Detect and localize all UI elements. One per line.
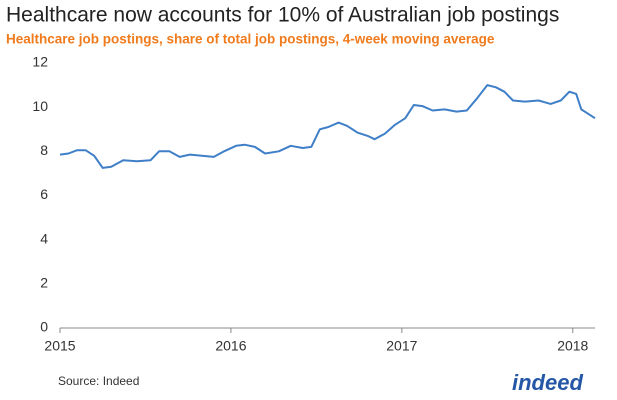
x-tick-label: 2017 bbox=[386, 338, 417, 354]
x-tick-label: 2015 bbox=[44, 338, 75, 354]
y-tick-label: 2 bbox=[40, 275, 48, 291]
y-tick-label: 12 bbox=[32, 54, 48, 70]
chart-subtitle: Healthcare job postings, share of total … bbox=[6, 32, 495, 47]
chart-title: Healthcare now accounts for 10% of Austr… bbox=[6, 4, 559, 27]
y-tick-label: 10 bbox=[32, 98, 48, 114]
line bbox=[59, 84, 596, 169]
y-tick-label: 4 bbox=[40, 230, 48, 246]
y-tick-label: 6 bbox=[40, 186, 48, 202]
x-tick-label: 2018 bbox=[557, 338, 588, 354]
logo: indeed bbox=[512, 370, 583, 395]
x-tick-label: 2016 bbox=[215, 338, 246, 354]
source: Source: Indeed bbox=[58, 374, 139, 388]
y-tick-label: 0 bbox=[40, 319, 48, 335]
y-tick-label: 8 bbox=[40, 142, 48, 158]
